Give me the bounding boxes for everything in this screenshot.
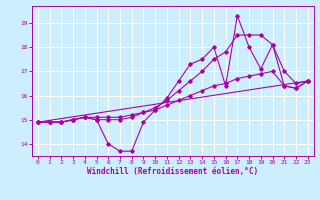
X-axis label: Windchill (Refroidissement éolien,°C): Windchill (Refroidissement éolien,°C) — [87, 167, 258, 176]
